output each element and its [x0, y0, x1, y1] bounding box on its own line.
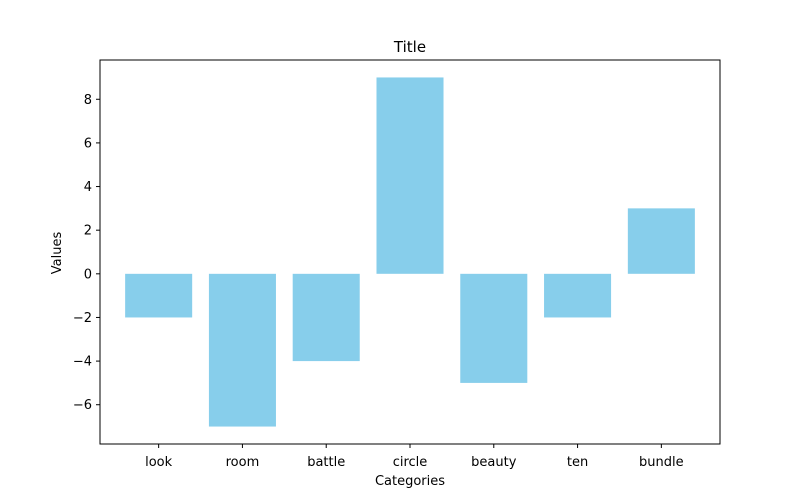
x-tick-label: beauty — [471, 455, 517, 470]
x-tick-label: battle — [307, 455, 345, 470]
x-axis-label: Categories — [375, 474, 445, 489]
y-tick-label: 2 — [84, 224, 92, 239]
y-tick-label: −6 — [73, 398, 92, 413]
x-tick-label: bundle — [639, 455, 684, 470]
chart-title: Title — [393, 38, 426, 56]
bar-look — [125, 273, 193, 318]
y-tick-label: −4 — [73, 355, 92, 370]
bar-battle — [292, 273, 360, 362]
y-tick-label: 4 — [84, 180, 92, 195]
bar-bundle — [627, 208, 695, 274]
y-axis-label: Values — [50, 232, 65, 275]
x-tick-label: room — [226, 455, 260, 470]
bar-room — [208, 273, 276, 427]
y-tick-label: 0 — [84, 267, 92, 282]
plot-frame — [99, 59, 721, 445]
x-tick-label: look — [145, 455, 173, 470]
y-tick-label: 8 — [84, 93, 92, 108]
y-tick-label: −2 — [73, 311, 92, 326]
x-axis-ticks: look room battle circle beauty ten bundle — [145, 444, 684, 470]
bar-beauty — [460, 273, 528, 383]
bars-group — [125, 77, 695, 427]
x-tick-label: circle — [393, 455, 428, 470]
bar-ten — [544, 273, 612, 318]
x-tick-label: ten — [567, 455, 588, 470]
y-axis-ticks: −6 −4 −2 0 2 4 6 8 — [73, 93, 100, 413]
y-tick-label: 6 — [84, 136, 92, 151]
bar-circle — [376, 77, 444, 274]
